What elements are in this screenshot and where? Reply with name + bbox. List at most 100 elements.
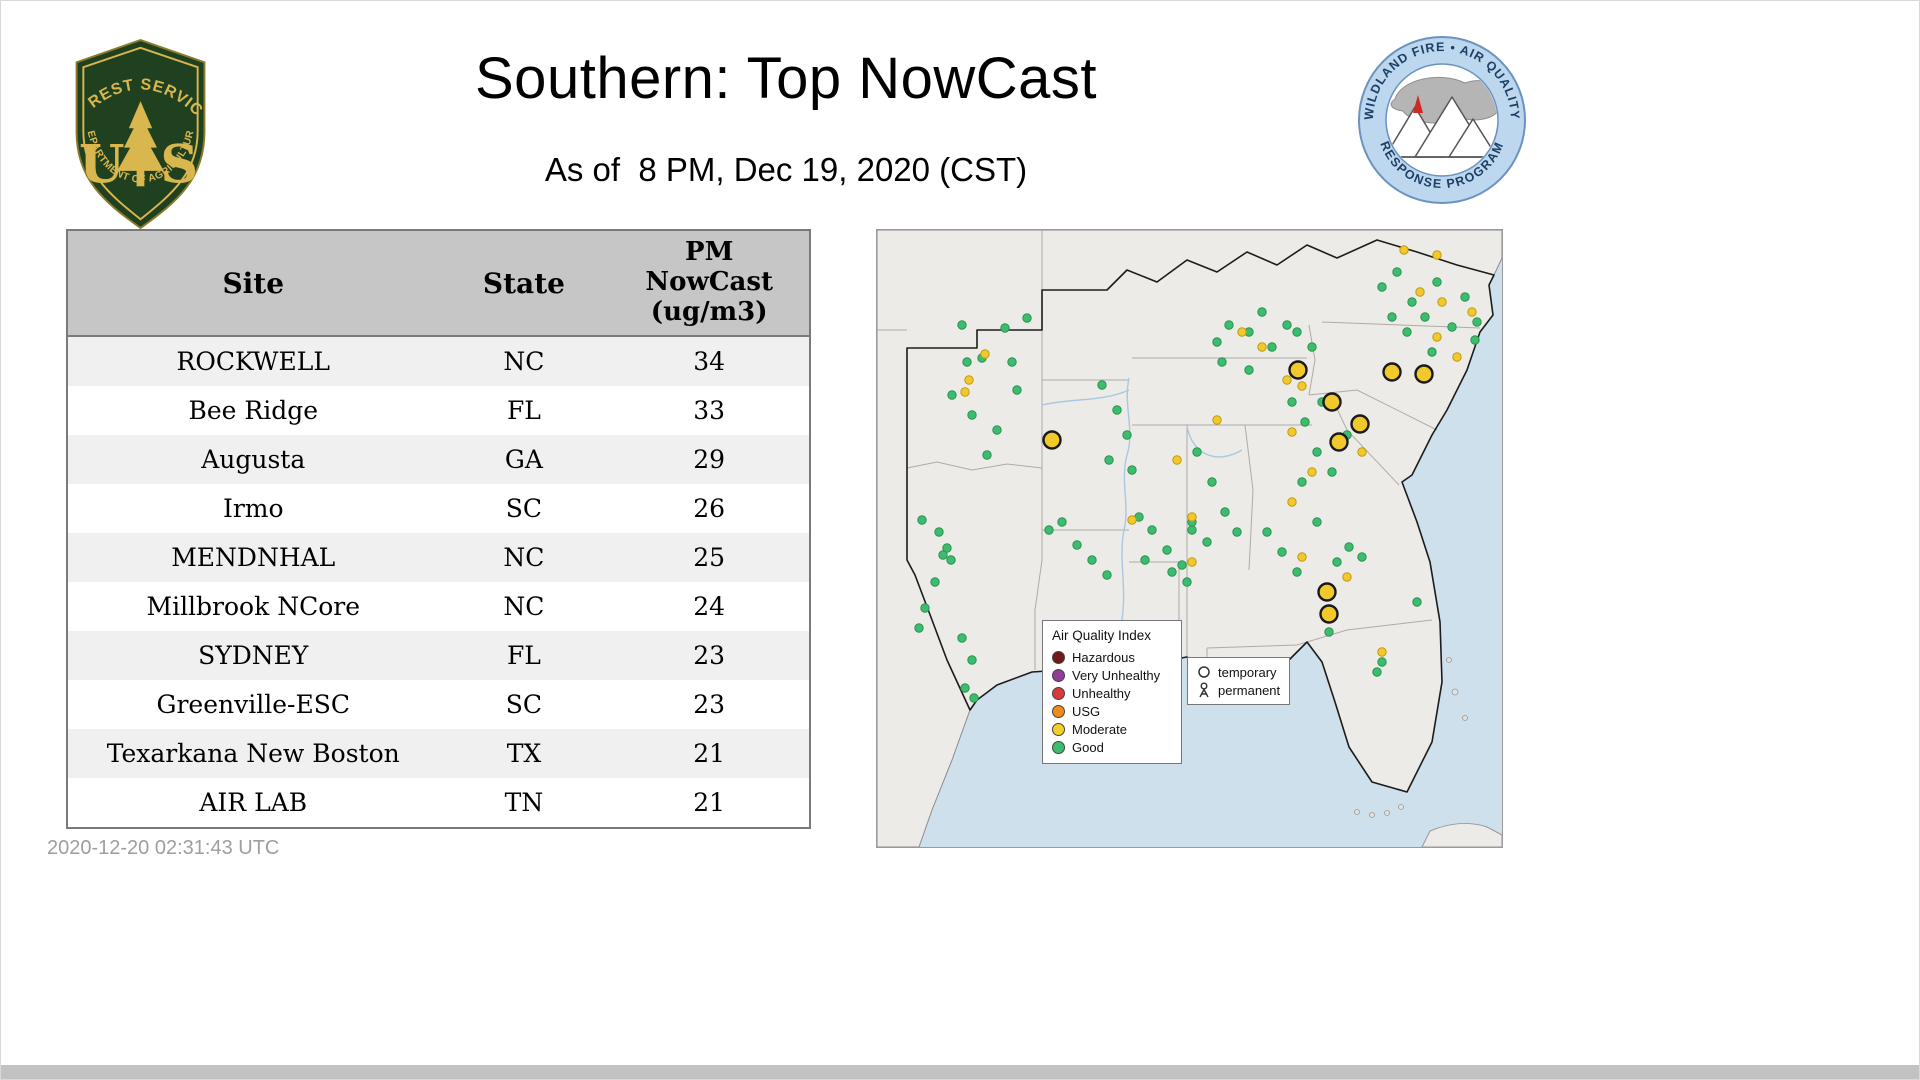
aqi-marker bbox=[1212, 415, 1222, 425]
col-header-pm: PM NowCast (ug/m3) bbox=[609, 230, 810, 337]
aqi-marker bbox=[1332, 557, 1342, 567]
aqi-marker bbox=[1182, 577, 1192, 587]
aqi-marker bbox=[1267, 342, 1277, 352]
legend-item: permanent bbox=[1197, 681, 1280, 699]
aqi-marker bbox=[1357, 447, 1367, 457]
aqi-marker bbox=[1007, 357, 1017, 367]
aqi-marker bbox=[1344, 542, 1354, 552]
state-cell: TX bbox=[438, 729, 610, 778]
aqi-marker bbox=[1297, 477, 1307, 487]
legend-label: Very Unhealthy bbox=[1072, 667, 1161, 683]
aqi-marker bbox=[957, 320, 967, 330]
site-cell: MENDNHAL bbox=[67, 533, 439, 582]
legend-item: Very Unhealthy bbox=[1052, 666, 1172, 684]
state-cell: SC bbox=[505, 690, 543, 719]
aqi-marker bbox=[1207, 477, 1217, 487]
aqi-marker bbox=[1282, 320, 1292, 330]
page-title: Southern: Top NowCast bbox=[475, 46, 1097, 111]
aqi-marker bbox=[1140, 555, 1150, 565]
cuba bbox=[1421, 823, 1502, 847]
aqi-marker bbox=[920, 603, 930, 613]
aqi-marker bbox=[1212, 337, 1222, 347]
legend-label: Good bbox=[1072, 739, 1104, 755]
aqi-legend-title: Air Quality Index bbox=[1052, 628, 1152, 643]
aqi-marker bbox=[964, 375, 974, 385]
pine-tree-icon bbox=[117, 101, 164, 187]
col-header-state: State bbox=[438, 230, 610, 337]
value-cell: 21 bbox=[693, 788, 726, 817]
state-cell: GA bbox=[438, 435, 610, 484]
legend-item: Hazardous bbox=[1052, 648, 1172, 666]
aqi-marker bbox=[1224, 320, 1234, 330]
site-cell: AIR LAB bbox=[199, 788, 308, 817]
aqi-marker bbox=[967, 410, 977, 420]
aqi-marker bbox=[1232, 527, 1242, 537]
aqi-marker bbox=[1187, 512, 1197, 522]
aqi-marker bbox=[1202, 537, 1212, 547]
aqi-marker bbox=[969, 693, 979, 703]
aqi-marker bbox=[1102, 570, 1112, 580]
state-cell: FL bbox=[506, 396, 541, 425]
hazardous-dot-icon bbox=[1052, 650, 1065, 664]
legend-item: USG bbox=[1052, 702, 1172, 720]
aqi-marker bbox=[1127, 465, 1137, 475]
value-cell: 29 bbox=[609, 435, 810, 484]
aqi-marker bbox=[1187, 557, 1197, 567]
state-cell: NC bbox=[438, 533, 610, 582]
aqi-marker bbox=[1402, 327, 1412, 337]
aqi-marker bbox=[1319, 604, 1339, 624]
map-markers-layer bbox=[914, 245, 1482, 703]
legend-label: Moderate bbox=[1072, 721, 1127, 737]
moderate-dot-icon bbox=[1052, 722, 1065, 736]
aqi-map: Air Quality Index Hazardous Very Unhealt… bbox=[876, 229, 1503, 848]
usg-dot-icon bbox=[1052, 704, 1065, 718]
generated-timestamp: 2020-12-20 02:31:43 UTC bbox=[47, 837, 280, 859]
value-cell: 24 bbox=[693, 592, 726, 621]
table-row: Bee Ridge FL 33 bbox=[67, 386, 810, 435]
legend-label: Hazardous bbox=[1072, 649, 1135, 665]
aqi-marker bbox=[1172, 455, 1182, 465]
aqi-marker bbox=[1307, 467, 1317, 477]
legend-item: Good bbox=[1052, 738, 1172, 756]
table-row: Texarkana New Boston TX 21 bbox=[67, 729, 810, 778]
temporary-marker-icon bbox=[1198, 666, 1210, 678]
aqi-marker bbox=[1012, 385, 1022, 395]
aqi-marker bbox=[1044, 525, 1054, 535]
aqi-marker bbox=[1377, 657, 1387, 667]
nowcast-table: Site State PM NowCast (ug/m3) ROCKWELL NC… bbox=[66, 229, 811, 829]
table-row: AIR LAB TN 21 bbox=[67, 778, 810, 828]
value-cell: 25 bbox=[609, 533, 810, 582]
aqi-marker bbox=[1217, 357, 1227, 367]
aqi-marker bbox=[957, 633, 967, 643]
value-cell: 26 bbox=[693, 494, 726, 523]
aqi-marker bbox=[1399, 245, 1409, 255]
aqi-marker bbox=[1432, 250, 1442, 260]
aqi-marker bbox=[917, 515, 927, 525]
aqi-marker bbox=[1357, 552, 1367, 562]
legend-item: Moderate bbox=[1052, 720, 1172, 738]
aqi-marker bbox=[930, 577, 940, 587]
table-row: ROCKWELL NC 34 bbox=[67, 336, 810, 386]
aqi-marker bbox=[1292, 327, 1302, 337]
aqi-marker bbox=[1257, 342, 1267, 352]
unhealthy-dot-icon bbox=[1052, 686, 1065, 700]
aqi-marker bbox=[1277, 547, 1287, 557]
flame-icon bbox=[1413, 95, 1423, 113]
aqi-marker bbox=[947, 390, 957, 400]
aqi-marker bbox=[938, 550, 948, 560]
legend-item: Unhealthy bbox=[1052, 684, 1172, 702]
aqi-marker bbox=[1322, 392, 1342, 412]
aqi-marker bbox=[967, 655, 977, 665]
aqi-marker bbox=[1000, 323, 1010, 333]
aqi-marker bbox=[1342, 572, 1352, 582]
aqi-marker bbox=[962, 357, 972, 367]
value-cell: 21 bbox=[609, 729, 810, 778]
col-header-site: Site bbox=[67, 230, 439, 337]
map-canvas bbox=[877, 230, 1502, 847]
aqi-marker bbox=[1427, 347, 1437, 357]
aqi-marker bbox=[992, 425, 1002, 435]
permanent-marker-icon bbox=[1199, 682, 1209, 698]
fs-letter-u: U bbox=[79, 134, 125, 195]
table-row: Millbrook NCore NC 24 bbox=[67, 582, 810, 631]
aqi-marker bbox=[1407, 297, 1417, 307]
